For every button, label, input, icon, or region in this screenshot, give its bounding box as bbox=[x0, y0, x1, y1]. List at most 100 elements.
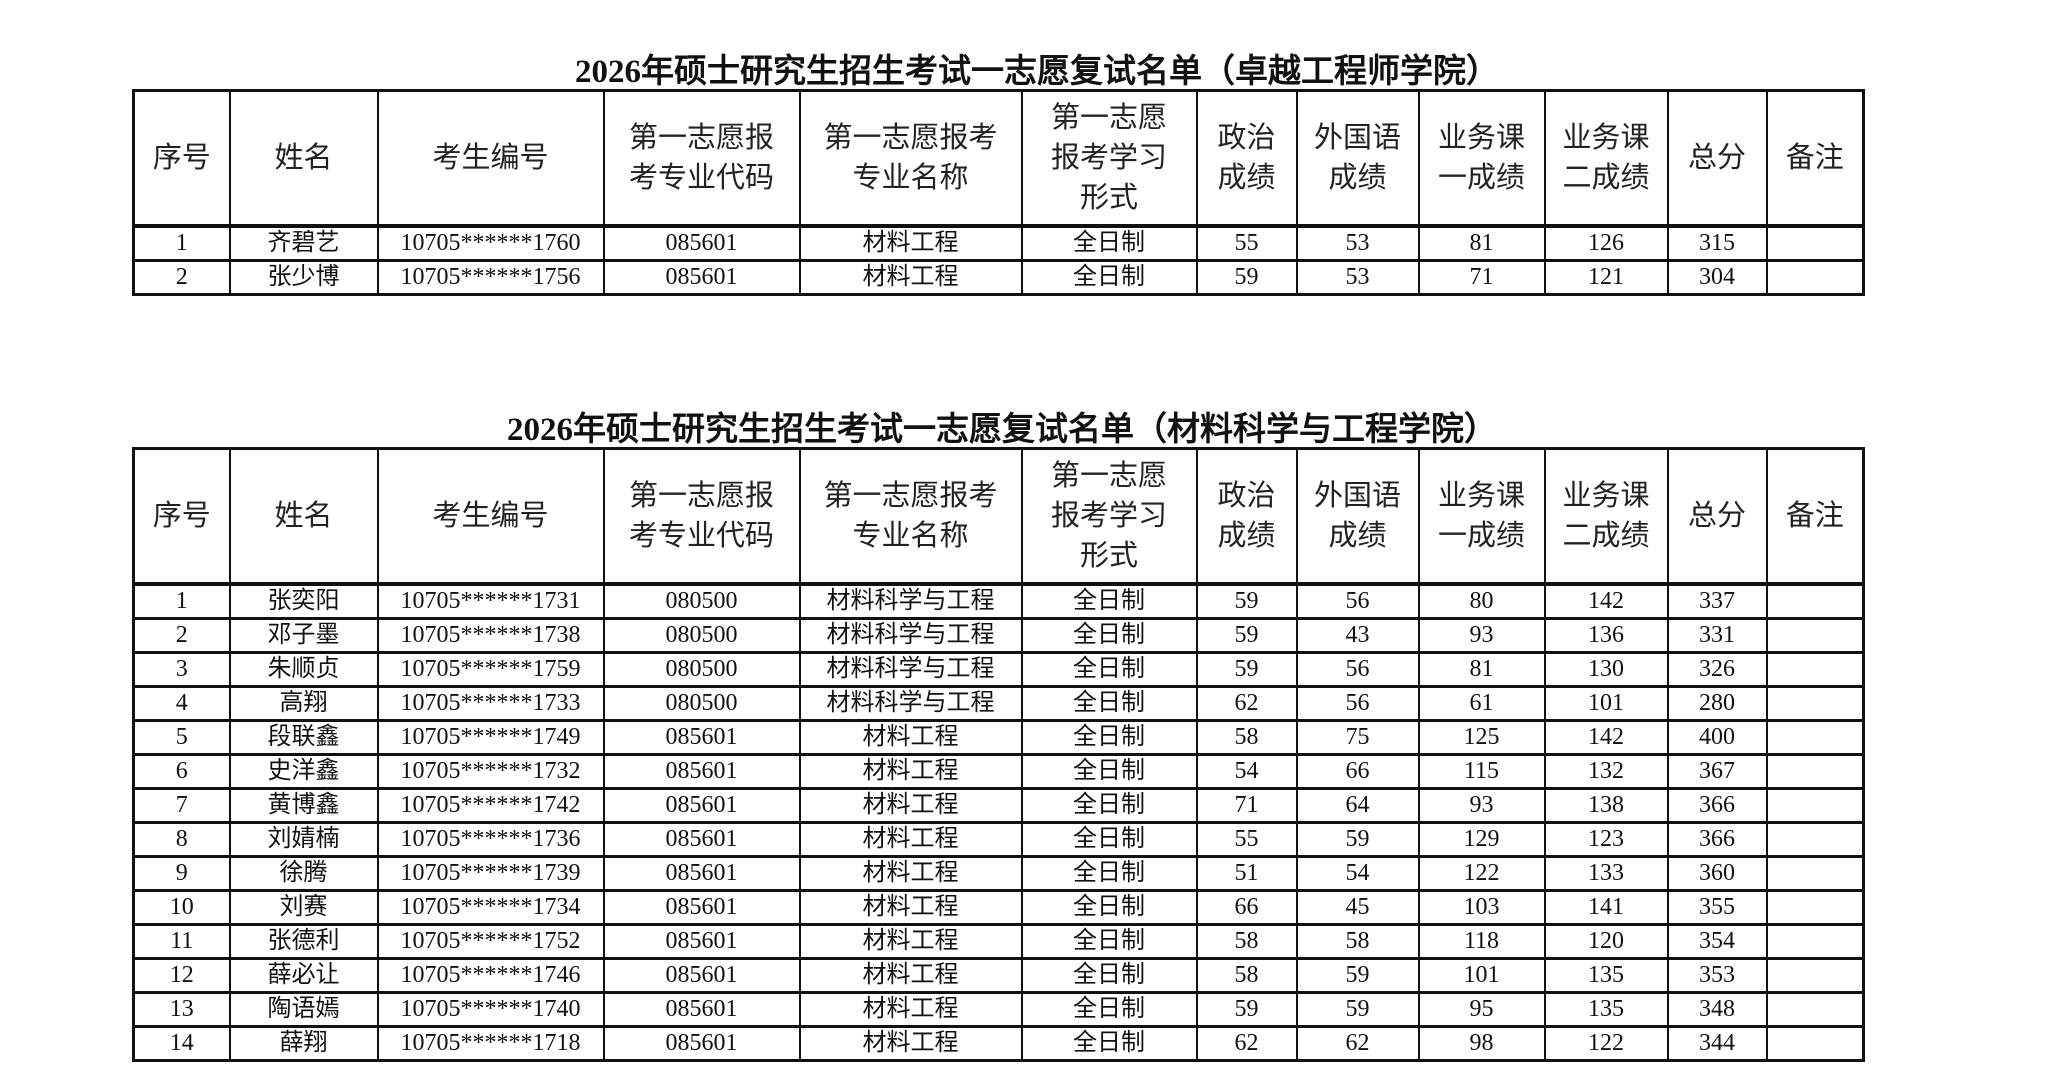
cell-seq: 14 bbox=[132, 1025, 231, 1062]
cell-major-name: 材料科学与工程 bbox=[798, 617, 1023, 654]
cell-study-mode: 全日制 bbox=[1020, 617, 1198, 654]
cell-total: 344 bbox=[1666, 1025, 1768, 1062]
cell-study-mode: 全日制 bbox=[1020, 259, 1198, 296]
cell-study-mode: 全日制 bbox=[1020, 991, 1198, 1028]
cell-exam-id: 10705******1756 bbox=[376, 259, 605, 296]
cell-course-1: 80 bbox=[1417, 583, 1546, 620]
cell-remarks bbox=[1765, 225, 1865, 262]
cell-course-1: 125 bbox=[1417, 719, 1546, 756]
cell-politics: 59 bbox=[1195, 259, 1298, 296]
table-row: 9 徐腾 10705******1739 085601 材料工程 全日制 51 54 122 13… bbox=[132, 855, 1865, 892]
cell-study-mode: 全日制 bbox=[1020, 719, 1198, 756]
cell-remarks bbox=[1765, 821, 1865, 858]
cell-foreign-language: 53 bbox=[1295, 225, 1420, 262]
column-header-remarks: 备注 bbox=[1765, 447, 1865, 586]
cell-seq: 1 bbox=[132, 583, 231, 620]
cell-remarks bbox=[1765, 651, 1865, 688]
column-header-remarks: 备注 bbox=[1765, 89, 1865, 228]
table-row: 2 张少博 10705******1756 085601 材料工程 全日制 59 53 71 12… bbox=[132, 259, 1865, 296]
cell-seq: 3 bbox=[132, 651, 231, 688]
cell-course-2: 130 bbox=[1543, 651, 1669, 688]
cell-name: 徐腾 bbox=[228, 855, 379, 892]
cell-course-2: 123 bbox=[1543, 821, 1669, 858]
cell-name: 张奕阳 bbox=[228, 583, 379, 620]
cell-seq: 4 bbox=[132, 685, 231, 722]
cell-name: 刘婧楠 bbox=[228, 821, 379, 858]
cell-exam-id: 10705******1749 bbox=[376, 719, 605, 756]
cell-seq: 1 bbox=[132, 225, 231, 262]
table-title-materials-science: 2026年硕士研究生招生考试一志愿复试名单（材料科学与工程学院） bbox=[507, 412, 1497, 448]
cell-course-1: 81 bbox=[1417, 651, 1546, 688]
cell-major-name: 材料工程 bbox=[798, 719, 1023, 756]
cell-course-2: 132 bbox=[1543, 753, 1669, 790]
cell-major-name: 材料科学与工程 bbox=[798, 685, 1023, 722]
cell-total: 280 bbox=[1666, 685, 1768, 722]
cell-politics: 51 bbox=[1195, 855, 1298, 892]
cell-study-mode: 全日制 bbox=[1020, 753, 1198, 790]
table-row: 1 齐碧艺 10705******1760 085601 材料工程 全日制 55 53 81 12… bbox=[132, 225, 1865, 262]
cell-remarks bbox=[1765, 617, 1865, 654]
cell-course-2: 141 bbox=[1543, 889, 1669, 926]
column-header-total: 总分 bbox=[1666, 89, 1768, 228]
cell-major-name: 材料科学与工程 bbox=[798, 583, 1023, 620]
cell-major-code: 080500 bbox=[602, 651, 801, 688]
column-header-total: 总分 bbox=[1666, 447, 1768, 586]
column-header-major-name: 第一志愿报考 专业名称 bbox=[798, 89, 1023, 228]
column-header-major-code: 第一志愿报 考专业代码 bbox=[602, 447, 801, 586]
cell-course-1: 81 bbox=[1417, 225, 1546, 262]
cell-name: 薛必让 bbox=[228, 957, 379, 994]
cell-course-2: 142 bbox=[1543, 719, 1669, 756]
cell-course-1: 95 bbox=[1417, 991, 1546, 1028]
table-row: 3 朱顺贞 10705******1759 080500 材料科学与工程 全日制 59 56 8… bbox=[132, 651, 1865, 688]
cell-course-2: 126 bbox=[1543, 225, 1669, 262]
cell-exam-id: 10705******1734 bbox=[376, 889, 605, 926]
table-row: 12 薛必让 10705******1746 085601 材料工程 全日制 58 59 101… bbox=[132, 957, 1865, 994]
cell-name: 薛翔 bbox=[228, 1025, 379, 1062]
cell-major-code: 085601 bbox=[602, 719, 801, 756]
cell-course-2: 136 bbox=[1543, 617, 1669, 654]
cell-exam-id: 10705******1732 bbox=[376, 753, 605, 790]
roster-table-materials-science: 序号 姓名 考生编号 第一志愿报 考专业代码 第一志愿报考 专业名称 第一志愿 报考学习 … bbox=[132, 447, 1865, 1062]
cell-foreign-language: 54 bbox=[1295, 855, 1420, 892]
cell-foreign-language: 59 bbox=[1295, 991, 1420, 1028]
cell-seq: 2 bbox=[132, 259, 231, 296]
cell-course-1: 61 bbox=[1417, 685, 1546, 722]
cell-name: 朱顺贞 bbox=[228, 651, 379, 688]
cell-politics: 58 bbox=[1195, 923, 1298, 960]
column-header-course-1: 业务课 一成绩 bbox=[1417, 447, 1546, 586]
cell-major-name: 材料工程 bbox=[798, 225, 1023, 262]
cell-course-2: 101 bbox=[1543, 685, 1669, 722]
cell-remarks bbox=[1765, 957, 1865, 994]
cell-foreign-language: 56 bbox=[1295, 651, 1420, 688]
column-header-course-2: 业务课 二成绩 bbox=[1543, 447, 1669, 586]
cell-exam-id: 10705******1733 bbox=[376, 685, 605, 722]
column-header-major-name: 第一志愿报考 专业名称 bbox=[798, 447, 1023, 586]
cell-major-code: 080500 bbox=[602, 617, 801, 654]
cell-politics: 66 bbox=[1195, 889, 1298, 926]
cell-remarks bbox=[1765, 1025, 1865, 1062]
cell-course-2: 135 bbox=[1543, 957, 1669, 994]
column-header-study-mode: 第一志愿 报考学习 形式 bbox=[1020, 447, 1198, 586]
cell-study-mode: 全日制 bbox=[1020, 957, 1198, 994]
table-row: 10 刘赛 10705******1734 085601 材料工程 全日制 66 45 103 1… bbox=[132, 889, 1865, 926]
cell-major-name: 材料工程 bbox=[798, 753, 1023, 790]
column-header-course-1: 业务课 一成绩 bbox=[1417, 89, 1546, 228]
cell-course-1: 115 bbox=[1417, 753, 1546, 790]
cell-foreign-language: 43 bbox=[1295, 617, 1420, 654]
cell-politics: 55 bbox=[1195, 225, 1298, 262]
cell-major-name: 材料工程 bbox=[798, 991, 1023, 1028]
cell-politics: 59 bbox=[1195, 617, 1298, 654]
cell-name: 陶语嫣 bbox=[228, 991, 379, 1028]
table-row: 14 薛翔 10705******1718 085601 材料工程 全日制 62 62 98 12… bbox=[132, 1025, 1865, 1062]
table-row: 13 陶语嫣 10705******1740 085601 材料工程 全日制 59 59 95 1… bbox=[132, 991, 1865, 1028]
table-row: 5 段联鑫 10705******1749 085601 材料工程 全日制 58 75 125 1… bbox=[132, 719, 1865, 756]
cell-total: 354 bbox=[1666, 923, 1768, 960]
cell-major-name: 材料工程 bbox=[798, 889, 1023, 926]
cell-major-code: 085601 bbox=[602, 1025, 801, 1062]
table-title-excellence-engineers: 2026年硕士研究生招生考试一志愿复试名单（卓越工程师学院） bbox=[575, 54, 1499, 90]
cell-study-mode: 全日制 bbox=[1020, 225, 1198, 262]
cell-name: 史洋鑫 bbox=[228, 753, 379, 790]
cell-politics: 55 bbox=[1195, 821, 1298, 858]
cell-course-1: 71 bbox=[1417, 259, 1546, 296]
cell-exam-id: 10705******1736 bbox=[376, 821, 605, 858]
